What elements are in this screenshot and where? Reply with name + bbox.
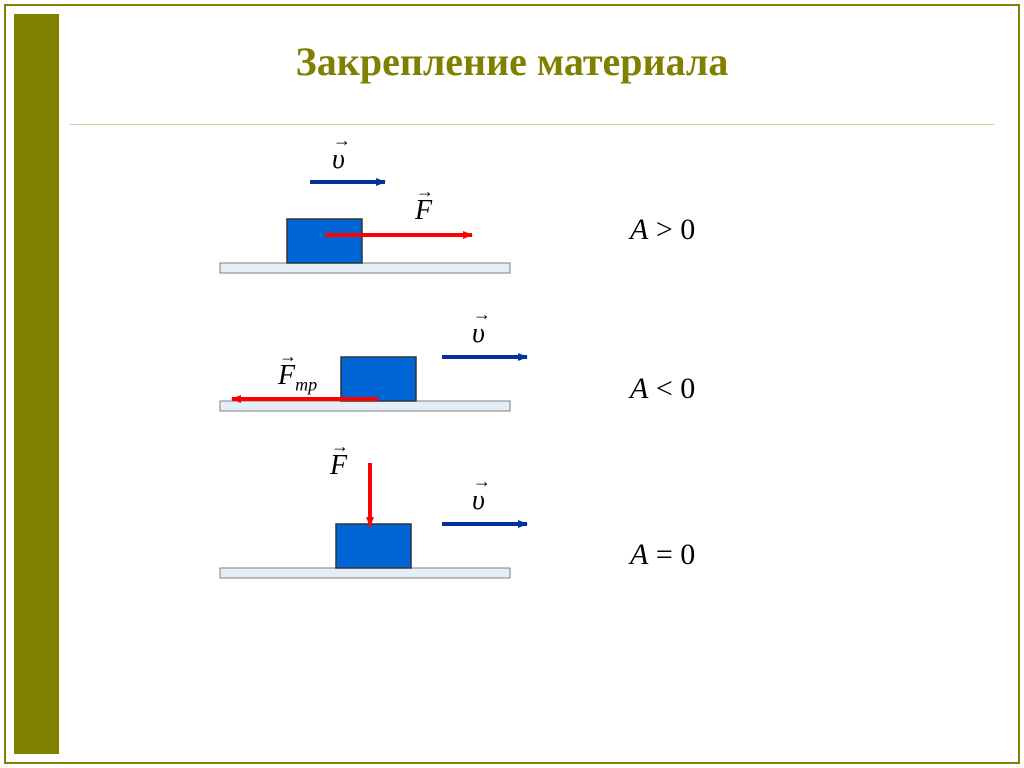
vector-label: →Fmp	[278, 360, 317, 396]
page-title: Закрепление материала	[0, 38, 1024, 85]
diagram-area: →υ→FA > 0→υ→FmpA < 0→υ→FA = 0	[80, 150, 964, 738]
title-divider	[70, 124, 994, 125]
diagram-svg	[80, 150, 964, 720]
vector-label: →F	[415, 195, 432, 227]
slide: { "layout": { "width_px": 1024, "height_…	[0, 0, 1024, 768]
vector-label: →υ	[472, 318, 485, 350]
vector-label: →υ	[472, 485, 485, 517]
formula: A > 0	[630, 213, 695, 247]
formula: A = 0	[630, 538, 695, 572]
vector-label: →F	[330, 450, 347, 482]
formula: A < 0	[630, 372, 695, 406]
vector-label: →υ	[332, 144, 345, 176]
sidebar-accent	[14, 14, 59, 754]
